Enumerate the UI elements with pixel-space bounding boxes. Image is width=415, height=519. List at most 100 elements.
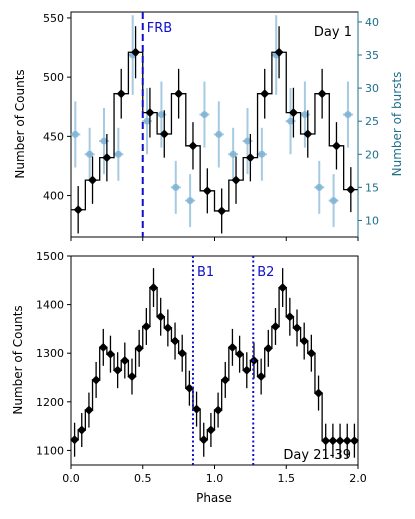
counts-point [120, 356, 130, 365]
counts-point [177, 348, 187, 358]
bottom-counts-series [70, 268, 359, 458]
counts-point [159, 129, 169, 139]
y-tick-label: 1400 [36, 299, 64, 312]
bottom-panel: B1 B2 0.0 0.5 1.0 1.5 2.0 1100 1200 1300 1400 1500… [11, 250, 367, 505]
bottom-panel-annotation: Day 21-39 [283, 448, 351, 463]
counts-point [184, 383, 194, 393]
counts-point [314, 388, 324, 398]
burst-point [172, 183, 180, 191]
x-tick-label: 0.5 [134, 472, 152, 485]
counts-point [342, 436, 352, 446]
burst-point [344, 111, 352, 119]
counts-point [220, 375, 230, 385]
counts-point [335, 436, 345, 446]
vline-label-b2: B2 [257, 265, 274, 280]
x-axis-label: Phase [196, 491, 232, 505]
counts-point [285, 312, 295, 322]
y-tick-label: 400 [43, 190, 64, 203]
top-counts-series [71, 26, 358, 234]
burst-point [301, 111, 309, 119]
x-tick-label: 0.0 [62, 472, 80, 485]
y-tick-label: 1300 [36, 347, 64, 360]
counts-point [149, 283, 159, 293]
counts-step-line [71, 286, 358, 442]
counts-point [270, 321, 280, 331]
burst-point [186, 197, 194, 205]
counts-point [235, 349, 245, 359]
burst-point [215, 130, 223, 138]
bottom-axes: 0.0 0.5 1.0 1.5 2.0 1100 1200 1300 1400 1500 [36, 250, 367, 485]
counts-point [278, 283, 288, 293]
burst-point [315, 183, 323, 191]
x-tick-label: 1.0 [206, 472, 224, 485]
counts-point [141, 321, 151, 331]
bottom-vlines: B1 B2 [191, 256, 274, 465]
right-tick-label: 30 [365, 82, 379, 95]
counts-point [245, 153, 255, 163]
y-tick-label: 1200 [36, 396, 64, 409]
counts-point [328, 436, 338, 446]
counts-point [317, 89, 327, 99]
burst-point [100, 137, 108, 145]
counts-point [231, 175, 241, 185]
counts-point [227, 342, 237, 352]
counts-point [213, 405, 223, 415]
counts-point [131, 47, 141, 57]
top-panel: FRB 400 450 500 550 10 15 20 25 30 35 40 Day 1 Num… [13, 11, 404, 241]
right-tick-label: 10 [365, 214, 379, 227]
x-tick-label: 1.5 [278, 472, 296, 485]
counts-point [263, 343, 273, 353]
counts-point [349, 436, 359, 446]
counts-point [91, 375, 101, 385]
counts-point [84, 405, 94, 415]
counts-point [145, 108, 155, 118]
top-vlines: FRB [141, 12, 172, 237]
counts-point [199, 435, 209, 445]
burst-point [229, 150, 237, 158]
counts-point [202, 186, 212, 196]
y-tick-label: 500 [43, 71, 64, 84]
top-y-axis-label: Number of Counts [13, 69, 27, 178]
right-tick-label: 25 [365, 115, 379, 128]
counts-point [70, 435, 80, 445]
counts-point [206, 425, 216, 435]
counts-point [188, 141, 198, 151]
top-bursts-series [70, 15, 353, 228]
counts-point [170, 336, 180, 346]
right-tick-label: 15 [365, 181, 379, 194]
counts-point [331, 141, 341, 151]
burst-point [86, 150, 94, 158]
counts-point [88, 175, 98, 185]
counts-point [321, 436, 331, 446]
right-tick-label: 35 [365, 49, 379, 62]
counts-point [73, 205, 83, 215]
counts-point [163, 323, 173, 333]
counts-point [192, 404, 202, 414]
counts-point [288, 108, 298, 118]
counts-point [346, 185, 356, 195]
counts-point [299, 336, 309, 346]
burst-point [200, 111, 208, 119]
counts-point [77, 425, 87, 435]
counts-point [102, 153, 112, 163]
bottom-y-axis-label: Number of Counts [11, 305, 25, 414]
counts-point [174, 89, 184, 99]
counts-point [303, 129, 313, 139]
counts-point [292, 323, 302, 333]
burst-point [258, 150, 266, 158]
counts-point [306, 348, 316, 358]
vline-label-b1: B1 [197, 265, 214, 280]
burst-point [330, 197, 338, 205]
counts-point [156, 312, 166, 322]
counts-point [127, 372, 137, 382]
counts-point [134, 343, 144, 353]
top-right-axis-label: Number of bursts [390, 72, 404, 177]
right-tick-label: 20 [365, 148, 379, 161]
counts-point [105, 349, 115, 359]
top-panel-annotation: Day 1 [314, 25, 352, 40]
y-tick-label: 550 [43, 12, 64, 25]
counts-point [260, 89, 270, 99]
counts-point [256, 372, 266, 382]
burst-point [143, 117, 151, 125]
